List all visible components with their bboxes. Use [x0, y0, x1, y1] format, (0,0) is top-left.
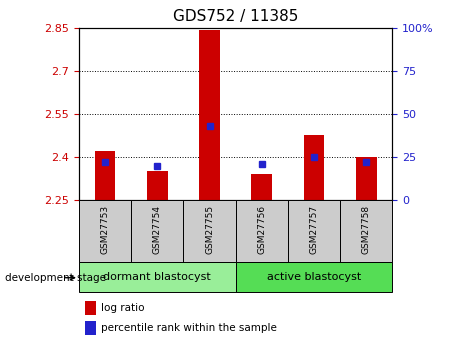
Text: development stage: development stage	[5, 273, 106, 283]
Bar	[304, 135, 324, 200]
Bar	[147, 171, 168, 200]
Text: GSM27758: GSM27758	[362, 205, 371, 255]
Bar	[251, 174, 272, 200]
Bar	[288, 200, 340, 262]
Bar	[95, 151, 115, 200]
Bar	[85, 301, 96, 315]
Text: log ratio: log ratio	[101, 303, 144, 313]
Bar	[235, 200, 288, 262]
Text: GSM27757: GSM27757	[309, 205, 318, 255]
Text: GSM27756: GSM27756	[257, 205, 266, 255]
Text: percentile rank within the sample: percentile rank within the sample	[101, 323, 277, 333]
Text: active blastocyst: active blastocyst	[267, 272, 361, 282]
Bar	[131, 200, 184, 262]
Bar	[199, 30, 220, 200]
Title: GDS752 / 11385: GDS752 / 11385	[173, 9, 298, 24]
Text: GSM27753: GSM27753	[101, 205, 110, 255]
Bar	[79, 200, 131, 262]
Bar	[85, 322, 96, 335]
Bar	[235, 262, 392, 292]
Text: GSM27754: GSM27754	[153, 205, 162, 254]
Bar	[79, 262, 235, 292]
Bar	[340, 200, 392, 262]
Text: GSM27755: GSM27755	[205, 205, 214, 255]
Bar	[356, 157, 377, 200]
Text: dormant blastocyst: dormant blastocyst	[103, 272, 211, 282]
Bar	[184, 200, 235, 262]
